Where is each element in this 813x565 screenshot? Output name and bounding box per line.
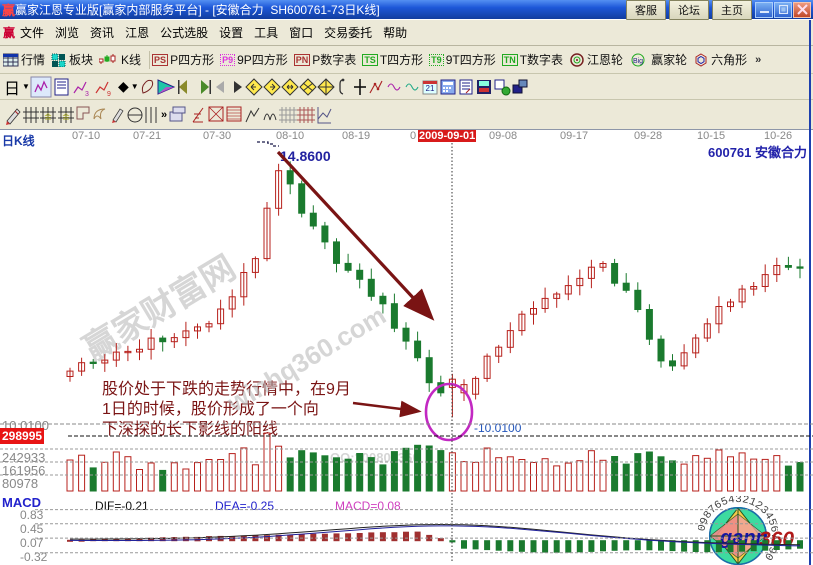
svg-text:金: 金 (45, 112, 52, 121)
svg-text:3: 3 (85, 91, 89, 97)
svg-text:21: 21 (425, 84, 434, 93)
svg-text:Big: Big (633, 58, 643, 65)
svg-text:9: 9 (107, 91, 111, 97)
svg-text:金: 金 (63, 112, 70, 121)
